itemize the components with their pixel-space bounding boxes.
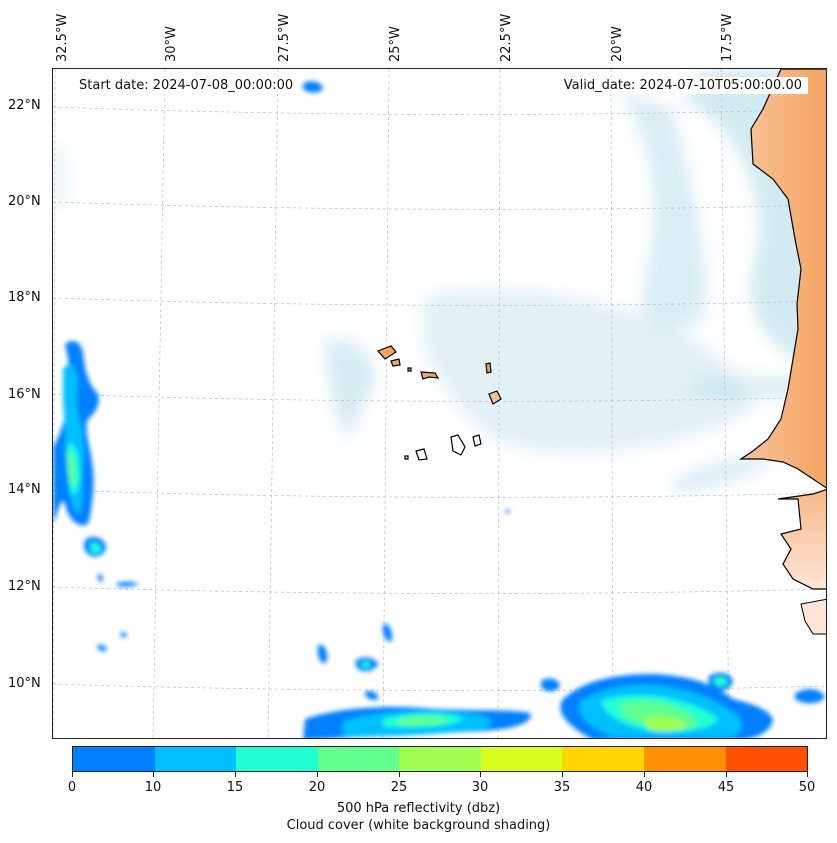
- colorbar-tick-30: 30: [471, 780, 489, 795]
- lon-label-32-5w: 32.5°W: [55, 13, 70, 62]
- colorbar-segment-30-35: [480, 747, 563, 771]
- lon-label-30w: 30°W: [164, 26, 179, 62]
- colorbar-tickmark: [807, 772, 808, 777]
- lat-label-12n: 12°N: [8, 579, 41, 594]
- lon-label-20w: 20°W: [610, 26, 625, 62]
- colorbar-tick-25: 25: [390, 780, 408, 795]
- colorbar-segment-25-30: [399, 747, 481, 771]
- colorbar-tick-35: 35: [553, 780, 571, 795]
- colorbar-tickmark: [399, 772, 400, 777]
- colorbar-tick-45: 45: [717, 780, 735, 795]
- colorbar-segment-15-20: [236, 747, 318, 771]
- colorbar-segment-35-40: [562, 747, 644, 771]
- colorbar-tickmark: [235, 772, 236, 777]
- cloud-cover-shading: [53, 69, 826, 494]
- colorbar-tick-10: 10: [144, 780, 162, 795]
- colorbar-tick-20: 20: [308, 780, 326, 795]
- lon-label-17-5w: 17.5°W: [720, 13, 735, 62]
- colorbar-tickmark: [480, 772, 481, 777]
- reflectivity-contours: [53, 81, 825, 738]
- colorbar-segment-45-50: [725, 747, 808, 771]
- colorbar-tickmark: [644, 772, 645, 777]
- lat-label-20n: 20°N: [8, 194, 41, 209]
- colorbar-segment-10-15: [154, 747, 237, 771]
- colorbar-tick-15: 15: [226, 780, 244, 795]
- african-coast-landmass: [739, 69, 826, 635]
- map-panel: Start date: 2024-07-08_00:00:00 Valid_da…: [52, 68, 827, 739]
- lat-label-14n: 14°N: [8, 482, 41, 497]
- map-canvas: [53, 69, 826, 738]
- valid-date-label: Valid_date: 2024-07-10T05:00:00.00: [557, 77, 808, 94]
- colorbar-tickmark: [72, 772, 73, 777]
- colorbar-segment-20-25: [317, 747, 400, 771]
- colorbar-segment-40-45: [643, 747, 726, 771]
- colorbar-tick-40: 40: [635, 780, 653, 795]
- colorbar-tickmark: [562, 772, 563, 777]
- lon-label-22-5w: 22.5°W: [499, 13, 514, 62]
- colorbar-tickmark: [726, 772, 727, 777]
- colorbar-tick-0: 0: [67, 780, 77, 795]
- reflectivity-colorbar: [72, 746, 808, 772]
- colorbar-tick-50: 50: [798, 780, 816, 795]
- colorbar-tickmark: [153, 772, 154, 777]
- lon-label-25w: 25°W: [388, 26, 403, 62]
- lat-label-16n: 16°N: [8, 387, 41, 402]
- colorbar-segment-0-10: [73, 747, 155, 771]
- lon-label-27-5w: 27.5°W: [277, 13, 292, 62]
- start-date-label: Start date: 2024-07-08_00:00:00: [73, 77, 300, 94]
- colorbar-subtitle: Cloud cover (white background shading): [286, 818, 551, 833]
- lat-label-10n: 10°N: [8, 676, 41, 691]
- lat-label-22n: 22°N: [8, 98, 41, 113]
- colorbar-tickmark: [317, 772, 318, 777]
- lat-label-18n: 18°N: [8, 290, 41, 305]
- colorbar-title: 500 hPa reflectivity (dbz): [336, 801, 501, 816]
- cape-verde-islands: [376, 345, 502, 461]
